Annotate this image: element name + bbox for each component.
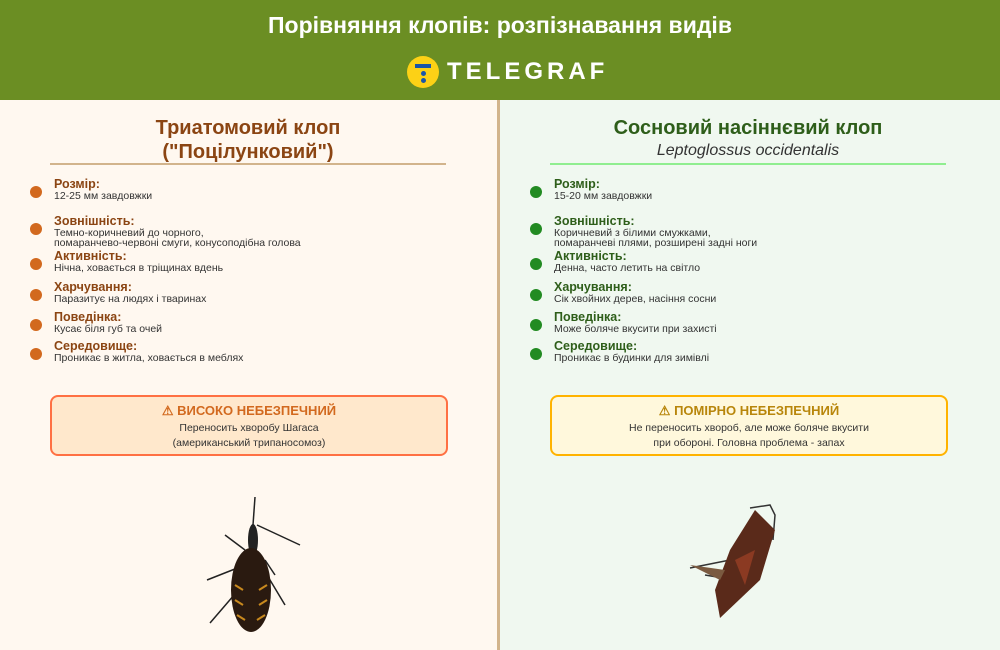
- header: Порівняння клопів: розпізнавання видів T…: [0, 0, 1000, 100]
- left-panel: Триатомовий клоп ("Поцілунковий") Розмір:…: [0, 100, 500, 650]
- bullet-icon: [30, 289, 42, 301]
- right-title: Сосновий насіннєвий клоп Leptoglossus occ…: [550, 116, 946, 162]
- left-title: Триатомовий клоп ("Поцілунковий"): [155, 117, 341, 163]
- list-item: Розмір: 15-20 мм завдовжки: [530, 178, 970, 202]
- bullet-icon: [30, 348, 42, 360]
- list-item: Харчування: Паразитує на людях і тваринах: [30, 281, 470, 305]
- bullet-icon: [30, 257, 42, 270]
- bullet-icon: [530, 348, 542, 360]
- bullet-icon: [530, 289, 542, 301]
- logo-icon: [407, 56, 439, 88]
- right-panel: Сосновий насіннєвий клоп Leptoglossus occ…: [500, 100, 1000, 650]
- bullet-icon: [530, 318, 542, 331]
- list-item: Активність: Денна, часто летить на світло: [530, 249, 970, 274]
- triatomine-bug-image: [206, 496, 301, 632]
- bullet-icon: [30, 318, 42, 331]
- list-item: Поведінка: Може боляче вкусити при захист…: [530, 310, 970, 335]
- divider: [50, 163, 446, 165]
- list-item: Зовнішність: Коричневий з білими смужками…: [530, 214, 970, 249]
- page-title: Порівняння клопів: розпізнавання видів: [268, 12, 732, 38]
- right-items: Розмір: 15-20 мм завдовжки Зовнішність: Ко…: [530, 178, 970, 363]
- latin-name: Leptoglossus occidentalis: [656, 142, 840, 159]
- list-item: Середовище: Проникає в житла, ховається в…: [30, 340, 470, 364]
- bullet-icon: [30, 222, 42, 235]
- list-item: Розмір: 12-25 мм завдовжки: [30, 178, 470, 202]
- danger-alert: ⚠ ВИСОКО НЕБЕЗПЕЧНИЙ Переносить хворобу …: [50, 395, 448, 456]
- bullet-icon: [30, 186, 42, 198]
- divider: [550, 163, 946, 165]
- telegraf-logo: TELEGRAF: [407, 56, 608, 88]
- list-item: Поведінка: Кусає біля губ та очей: [30, 310, 470, 335]
- bullet-icon: [530, 186, 542, 198]
- pine-seed-bug-image: [689, 504, 776, 618]
- list-item: Активність: Нічна, ховається в тріщинах в…: [30, 249, 470, 274]
- list-item: Харчування: Сік хвойних дерев, насіння со…: [530, 281, 970, 305]
- bullet-icon: [530, 257, 542, 270]
- list-item: Зовнішність: Темно-коричневий до чорного,…: [30, 214, 470, 249]
- logo-text: TELEGRAF: [447, 58, 609, 85]
- left-items: Розмір: 12-25 мм завдовжки Зовнішність: Те…: [30, 178, 470, 363]
- warning-alert: ⚠ ПОМІРНО НЕБЕЗПЕЧНИЙ Не переносить хвор…: [550, 395, 948, 456]
- bullet-icon: [530, 222, 542, 235]
- list-item: Середовище: Проникає в будинки для зимівл…: [530, 340, 970, 364]
